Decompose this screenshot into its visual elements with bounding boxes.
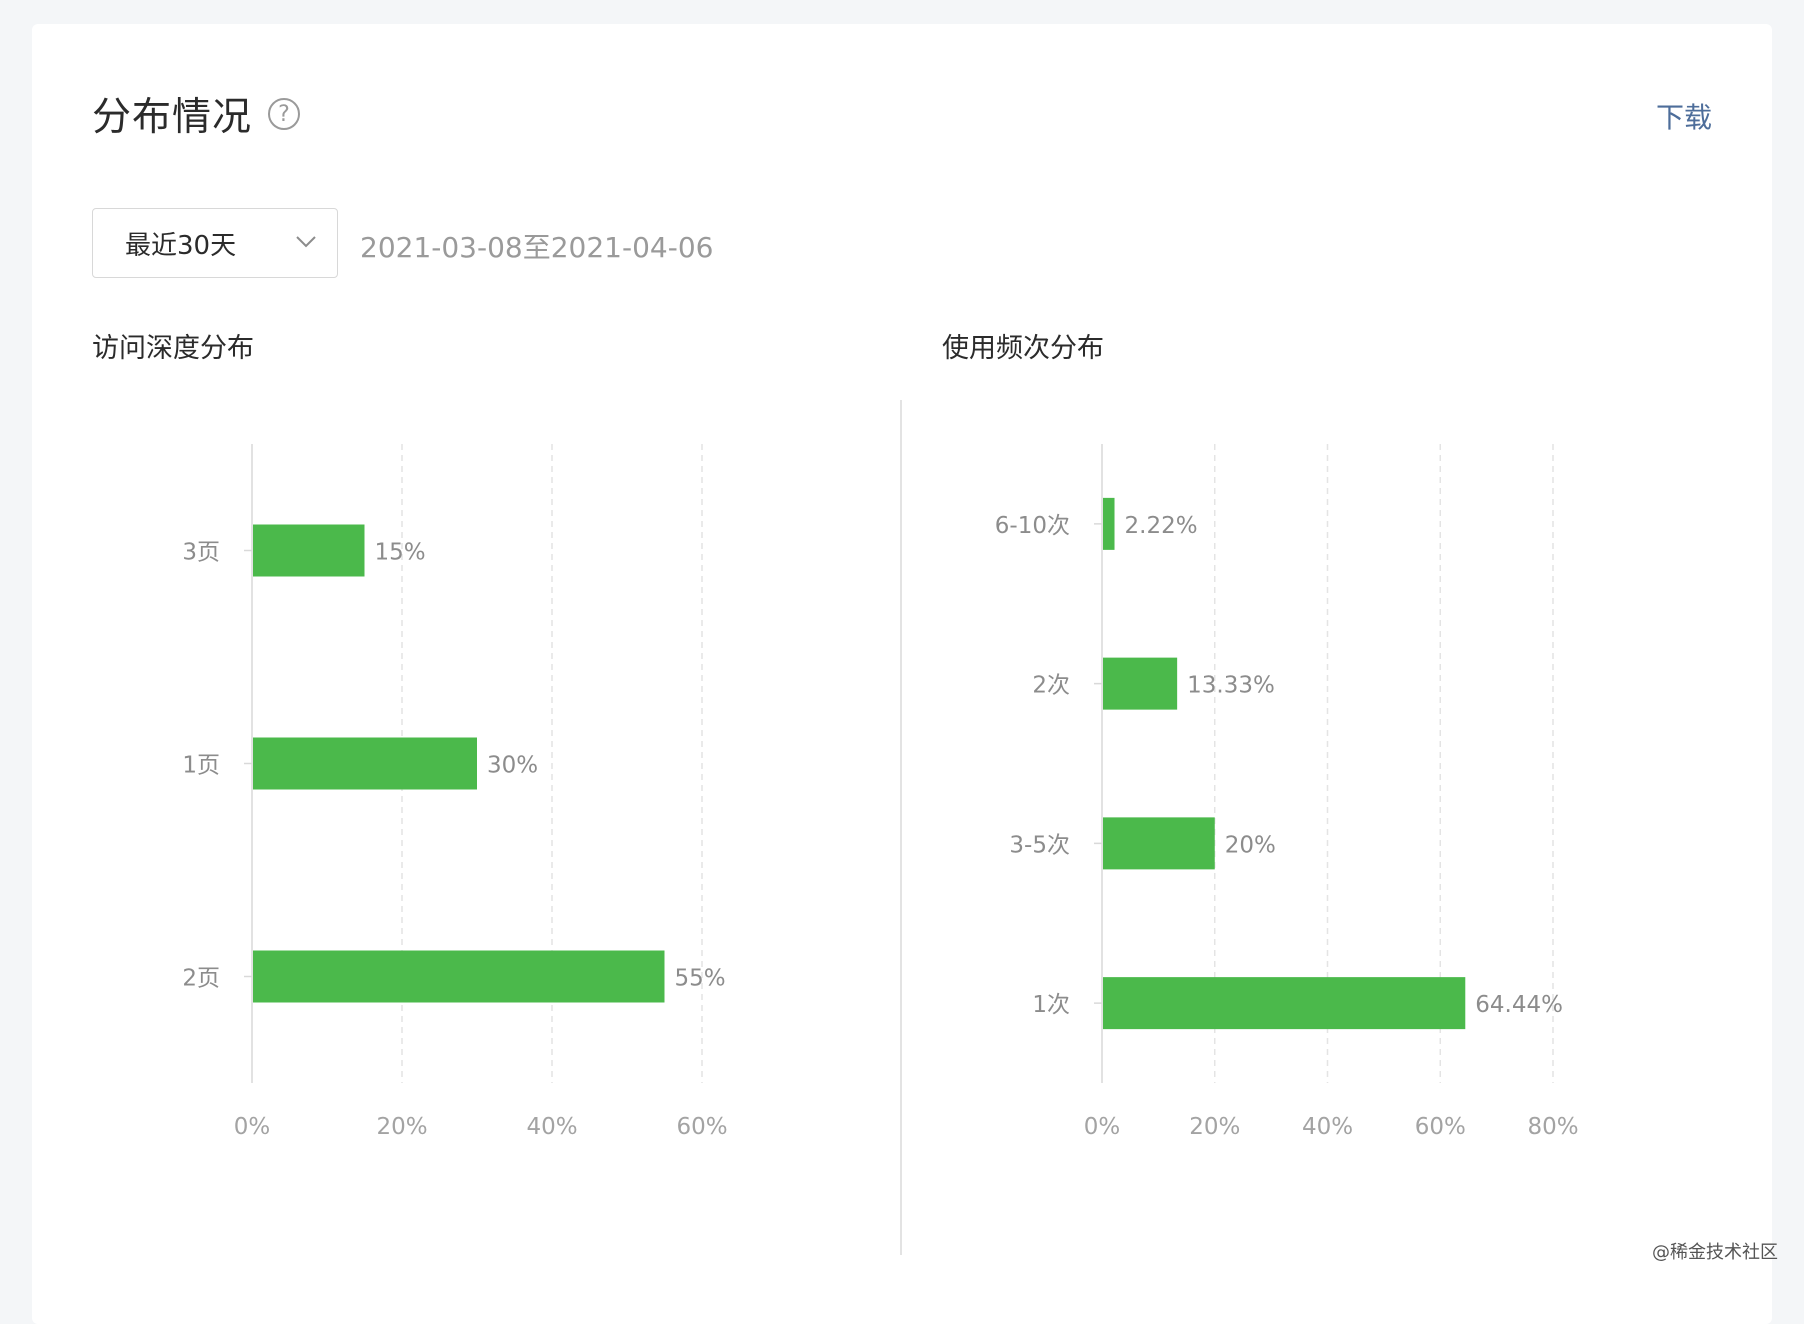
usage-frequency-chart: 0% 20% 40% 60% 80% 6-10次 2.22% 2次 13.33% 3-5次 20% 1… <box>995 444 1579 1140</box>
category-label-depth: 3页 <box>182 540 220 566</box>
x-tick-label-freq: 20% <box>1189 1114 1240 1140</box>
bar-freq <box>1103 497 1115 550</box>
x-tick-label-freq: 40% <box>1302 1114 1353 1140</box>
bar-freq <box>1103 977 1466 1030</box>
help-icon[interactable]: ? <box>268 98 301 130</box>
date-range-select-value: 最近30天 <box>125 230 237 261</box>
date-range-select[interactable]: 最近30天 <box>92 208 338 278</box>
chart-title-visit-depth: 访问深度分布 <box>92 333 254 364</box>
visit-depth-chart: 0% 20% 40% 60% 3页 15% 1页 30% 2页 55% <box>182 444 728 1140</box>
chevron-down-icon <box>296 236 316 248</box>
category-label-depth: 2页 <box>182 966 220 992</box>
x-tick-label-depth: 20% <box>376 1114 427 1140</box>
x-tick-label-freq: 60% <box>1415 1114 1466 1140</box>
value-label-depth: 15% <box>375 540 426 566</box>
category-label-freq: 2次 <box>1032 673 1070 699</box>
value-label-freq: 20% <box>1225 832 1276 858</box>
bar-depth <box>253 737 477 790</box>
x-tick-label-depth: 0% <box>234 1114 271 1140</box>
value-label-freq: 2.22% <box>1125 513 1198 539</box>
bar-depth <box>253 524 365 577</box>
x-tick-label-depth: 60% <box>676 1114 727 1140</box>
category-label-freq: 3-5次 <box>1009 832 1070 858</box>
bar-depth <box>253 950 665 1003</box>
page-title: 分布情况 <box>92 95 253 140</box>
x-tick-label-freq: 0% <box>1084 1114 1121 1140</box>
value-label-depth: 55% <box>675 966 726 992</box>
date-range-text: 2021-03-08至2021-04-06 <box>360 231 714 264</box>
distribution-card <box>32 24 1772 1324</box>
chart-title-usage-frequency: 使用频次分布 <box>942 333 1104 364</box>
value-label-depth: 30% <box>487 753 538 779</box>
bar-freq <box>1103 817 1215 870</box>
bar-freq <box>1103 657 1178 710</box>
watermark-text: @稀金技术社区 <box>1652 1242 1778 1263</box>
category-label-freq: 6-10次 <box>995 513 1070 539</box>
x-tick-label-depth: 40% <box>526 1114 577 1140</box>
value-label-freq: 13.33% <box>1187 673 1275 699</box>
category-label-freq: 1次 <box>1032 992 1070 1018</box>
title-row: 分布情况 ? <box>92 86 301 142</box>
value-label-freq: 64.44% <box>1475 992 1563 1018</box>
category-label-depth: 1页 <box>182 753 220 779</box>
x-tick-label-freq: 80% <box>1527 1114 1578 1140</box>
download-link[interactable]: 下载 <box>1655 101 1712 134</box>
chart-divider <box>900 400 902 1255</box>
